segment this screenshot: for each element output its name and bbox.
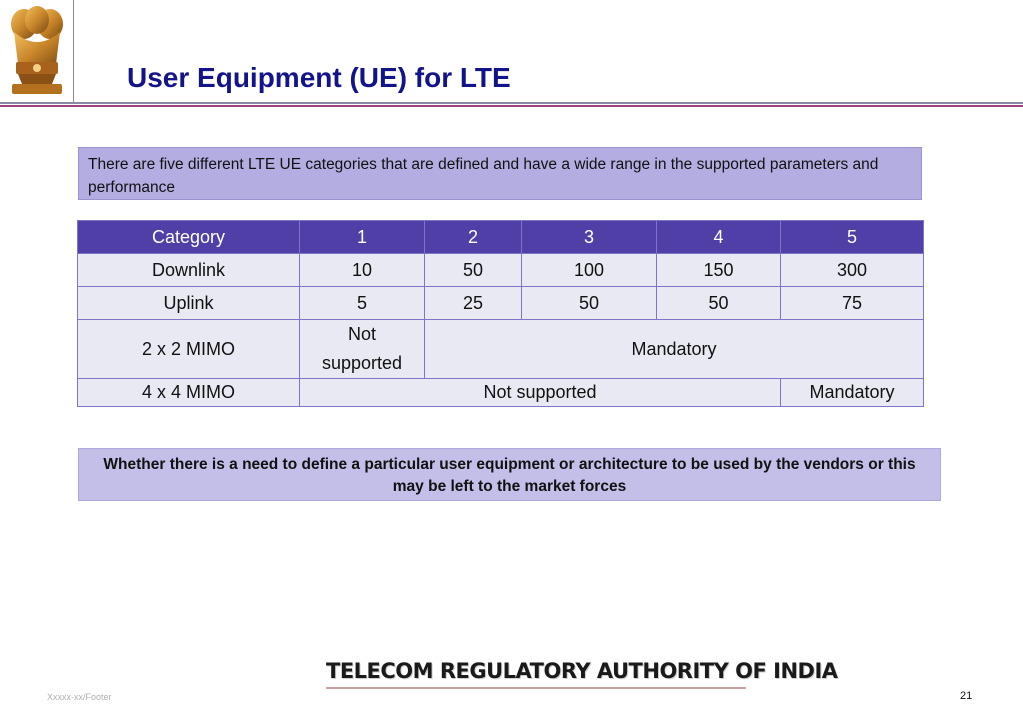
table-cell-not-supported: Not supported — [299, 319, 425, 379]
table-cell: 100 — [521, 253, 657, 287]
row-label: 2 x 2 MIMO — [77, 319, 300, 379]
header-cat-2: 2 — [424, 220, 522, 254]
question-text-box: Whether there is a need to define a part… — [78, 448, 941, 501]
header-cat-4: 4 — [656, 220, 781, 254]
footer-text: Xxxxx-xx/Footer — [47, 692, 112, 702]
title-rule-bottom — [0, 105, 1023, 107]
row-label: Uplink — [77, 286, 300, 320]
table-row-mimo-4x4: 4 x 4 MIMO Not supported Mandatory — [77, 378, 924, 407]
intro-text-box: There are five different LTE UE categori… — [78, 147, 922, 200]
cell-line: supported — [321, 353, 403, 373]
table-row-uplink: Uplink 5 25 50 50 75 — [77, 286, 924, 320]
header-cat-5: 5 — [780, 220, 924, 254]
table-row-downlink: Downlink 10 50 100 150 300 — [77, 253, 924, 287]
slide-title: User Equipment (UE) for LTE — [127, 62, 511, 93]
table-row-mimo-2x2: 2 x 2 MIMO Not supported Mandatory — [77, 319, 924, 379]
table-cell: 25 — [424, 286, 522, 320]
table-cell: 50 — [521, 286, 657, 320]
row-label: 4 x 4 MIMO — [77, 378, 300, 407]
table-cell-mandatory: Mandatory — [780, 378, 924, 407]
table-cell: 50 — [656, 286, 781, 320]
table-header-row: Category 1 2 3 4 5 — [77, 220, 924, 254]
title-rule-top — [0, 102, 1023, 104]
cell-line: Not — [347, 324, 376, 344]
ue-category-table: Category 1 2 3 4 5 Downlink 10 50 100 15… — [77, 220, 924, 407]
national-emblem-logo — [11, 6, 63, 94]
table-cell: 50 — [424, 253, 522, 287]
page-number: 21 — [960, 690, 973, 702]
header-cat-1: 1 — [299, 220, 425, 254]
row-label: Downlink — [77, 253, 300, 287]
table-cell-not-supported: Not supported — [299, 378, 781, 407]
table-cell: 10 — [299, 253, 425, 287]
header-divider — [73, 0, 74, 104]
table-cell: 150 — [656, 253, 781, 287]
organization-name: TELECOM REGULATORY AUTHORITY OF INDIA — [326, 659, 838, 683]
table-cell-mandatory: Mandatory — [424, 319, 924, 379]
header-cat-3: 3 — [521, 220, 657, 254]
table-cell: 5 — [299, 286, 425, 320]
organization-underline — [326, 687, 746, 689]
table-cell: 300 — [780, 253, 924, 287]
table-cell: 75 — [780, 286, 924, 320]
header-category: Category — [77, 220, 300, 254]
